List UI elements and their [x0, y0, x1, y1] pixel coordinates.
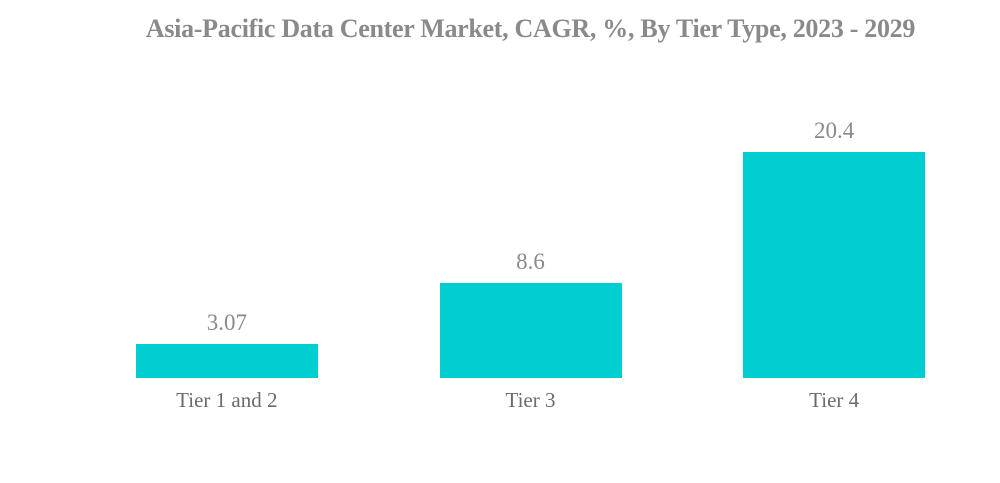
bar-tier-1-and-2[interactable]: [135, 344, 318, 378]
bar-value-label-tier-1-and-2: 3.07: [206, 310, 247, 335]
category-label-tier-4: Tier 4: [809, 388, 860, 412]
bar-tier-3[interactable]: [439, 282, 622, 378]
bar-value-label-tier-4: 20.4: [814, 117, 855, 143]
bar-group-tier-4: 20.4 Tier 4: [682, 101, 986, 411]
chart-title: Asia-Pacific Data Center Market, CAGR, %…: [145, 14, 916, 43]
bar-chart-plot: 3.07 Tier 1 and 2 8.6 Tier 3 20.4 Tier 4: [75, 101, 986, 411]
category-label-tier-1-and-2: Tier 1 and 2: [176, 388, 278, 412]
bar-tier-4[interactable]: [743, 151, 926, 378]
bar-group-tier-3: 8.6 Tier 3: [379, 101, 683, 411]
category-label-tier-3: Tier 3: [505, 388, 556, 412]
bar-group-tier-1-and-2: 3.07 Tier 1 and 2: [75, 101, 379, 411]
bar-value-label-tier-3: 8.6: [516, 248, 545, 274]
